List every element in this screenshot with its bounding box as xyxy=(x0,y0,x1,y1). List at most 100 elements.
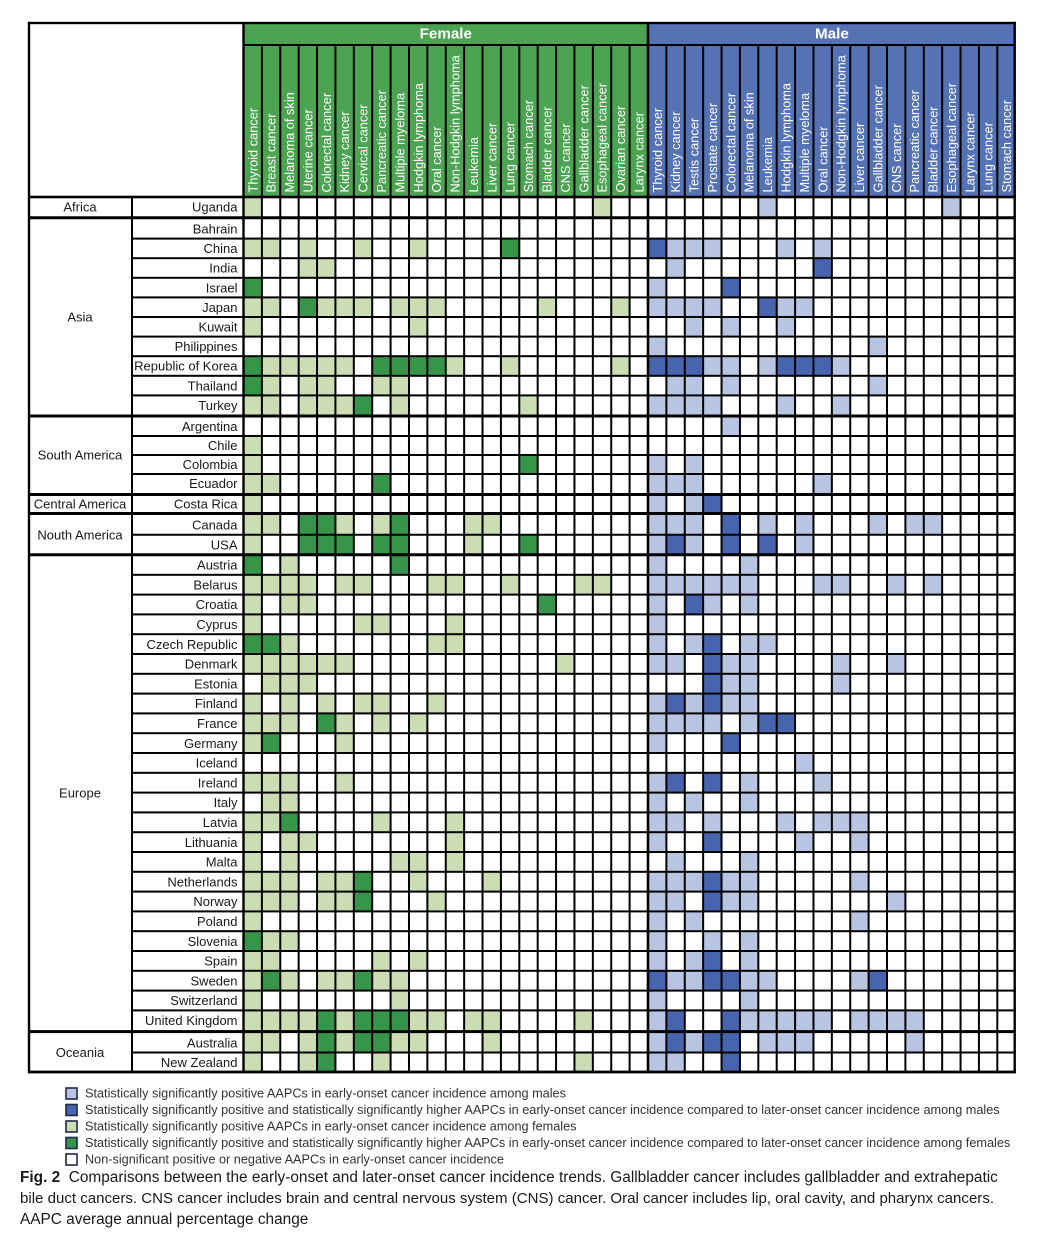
svg-text:Thyroid cancer: Thyroid cancer xyxy=(245,107,260,192)
svg-text:India: India xyxy=(209,261,238,276)
svg-text:Bladder cancer: Bladder cancer xyxy=(926,106,941,193)
svg-text:Multiple myeloma: Multiple myeloma xyxy=(797,92,812,192)
svg-text:Slovenia: Slovenia xyxy=(188,934,239,949)
svg-text:Bladder cancer: Bladder cancer xyxy=(539,106,554,193)
svg-text:Australia: Australia xyxy=(187,1035,238,1050)
svg-text:Prostate cancer: Prostate cancer xyxy=(705,102,720,192)
svg-text:bile duct cancers. CNS cancer: bile duct cancers. CNS cancer includes b… xyxy=(20,1190,994,1207)
svg-text:Europe: Europe xyxy=(59,785,101,800)
svg-text:Melanoma of skin: Melanoma of skin xyxy=(742,92,757,192)
svg-text:Poland: Poland xyxy=(197,914,237,929)
svg-text:Gallbladder cancer: Gallbladder cancer xyxy=(576,84,591,192)
svg-text:Spain: Spain xyxy=(204,954,237,969)
svg-text:Oral cancer: Oral cancer xyxy=(815,126,830,193)
svg-text:Israel: Israel xyxy=(206,280,238,295)
svg-text:Uganda: Uganda xyxy=(192,199,238,214)
svg-text:Sweden: Sweden xyxy=(191,973,238,988)
svg-text:China: China xyxy=(204,241,239,256)
svg-text:Cervical cancer: Cervical cancer xyxy=(356,104,371,193)
svg-text:Iceland: Iceland xyxy=(196,756,238,771)
svg-text:Turkey: Turkey xyxy=(198,398,238,413)
svg-text:Larynx cancer: Larynx cancer xyxy=(631,111,646,192)
svg-text:Kidney cancer: Kidney cancer xyxy=(668,111,683,193)
svg-text:Africa: Africa xyxy=(63,199,97,214)
svg-text:Melanoma of skin: Melanoma of skin xyxy=(282,92,297,192)
svg-text:Ecuador: Ecuador xyxy=(189,476,238,491)
svg-text:Bahrain: Bahrain xyxy=(193,222,238,237)
svg-text:Non-significant positive or ne: Non-significant positive or negative AAP… xyxy=(85,1153,504,1167)
svg-text:Larynx cancer: Larynx cancer xyxy=(962,111,977,192)
svg-text:Lung cancer: Lung cancer xyxy=(981,121,996,192)
svg-text:Costa Rica: Costa Rica xyxy=(174,497,238,512)
svg-text:France: France xyxy=(197,716,237,731)
svg-text:Austria: Austria xyxy=(197,558,238,573)
svg-text:Argentina: Argentina xyxy=(182,419,238,434)
svg-text:Philippines: Philippines xyxy=(175,339,238,354)
svg-text:Male: Male xyxy=(815,26,849,43)
svg-text:Italy: Italy xyxy=(214,795,238,810)
svg-text:Statistically significantly po: Statistically significantly positive and… xyxy=(85,1136,1010,1150)
svg-text:Croatia: Croatia xyxy=(196,597,239,612)
svg-text:USA: USA xyxy=(211,537,238,552)
svg-text:Fig. 2 Comparisons between th: Fig. 2 Comparisons between the early-ons… xyxy=(20,1169,998,1186)
svg-text:Liver cancer: Liver cancer xyxy=(484,122,499,192)
svg-text:Germany: Germany xyxy=(184,736,238,751)
svg-text:South America: South America xyxy=(38,448,123,463)
svg-text:Oceania: Oceania xyxy=(56,1045,105,1060)
svg-text:CNS cancer: CNS cancer xyxy=(558,123,573,193)
svg-text:Thailand: Thailand xyxy=(188,378,238,393)
svg-text:Lithuania: Lithuania xyxy=(185,835,239,850)
svg-text:Canada: Canada xyxy=(192,518,238,533)
svg-text:Breast cancer: Breast cancer xyxy=(264,113,279,193)
svg-text:Latvia: Latvia xyxy=(203,815,238,830)
svg-text:Republic of Korea: Republic of Korea xyxy=(134,359,238,374)
svg-text:Chile: Chile xyxy=(208,438,238,453)
svg-text:Esophageal cancer: Esophageal cancer xyxy=(944,82,959,192)
svg-text:Female: Female xyxy=(420,26,472,43)
svg-text:Cyprus: Cyprus xyxy=(196,617,238,632)
svg-text:Oral cancer: Oral cancer xyxy=(429,126,444,193)
svg-text:Kidney cancer: Kidney cancer xyxy=(337,111,352,193)
svg-text:Pancreatic cancer: Pancreatic cancer xyxy=(907,89,922,192)
svg-text:Switzerland: Switzerland xyxy=(170,993,237,1008)
svg-text:Belarus: Belarus xyxy=(193,577,238,592)
svg-text:Ovarian cancer: Ovarian cancer xyxy=(613,105,628,193)
svg-text:Stomach cancer: Stomach cancer xyxy=(999,99,1014,192)
svg-text:Colorectal cancer: Colorectal cancer xyxy=(723,92,738,192)
svg-text:Colombia: Colombia xyxy=(183,457,239,472)
svg-text:Japan: Japan xyxy=(202,300,237,315)
svg-text:Esophageal cancer: Esophageal cancer xyxy=(595,82,610,192)
svg-text:Kuwait: Kuwait xyxy=(198,320,237,335)
svg-text:Leukemia: Leukemia xyxy=(466,136,481,192)
svg-text:Statistically significantly po: Statistically significantly positive and… xyxy=(85,1103,1000,1117)
svg-text:Testis cancer: Testis cancer xyxy=(687,117,702,192)
svg-text:Stomach cancer: Stomach cancer xyxy=(521,99,536,192)
svg-text:Asia: Asia xyxy=(67,310,93,325)
svg-text:Statistically significantly po: Statistically significantly positive AAP… xyxy=(85,1087,566,1101)
svg-text:Multiple myeloma: Multiple myeloma xyxy=(392,92,407,192)
svg-text:Uterine cancer: Uterine cancer xyxy=(300,109,315,193)
svg-text:Ireland: Ireland xyxy=(198,775,238,790)
svg-text:Liver cancer: Liver cancer xyxy=(852,122,867,192)
svg-text:Norway: Norway xyxy=(193,894,238,909)
svg-text:Thyroid cancer: Thyroid cancer xyxy=(650,107,665,192)
svg-text:Denmark: Denmark xyxy=(185,657,238,672)
svg-text:Statistically significantly po: Statistically significantly positive AAP… xyxy=(85,1120,577,1134)
svg-text:Czech Republic: Czech Republic xyxy=(146,637,238,652)
svg-text:AAPC average annual percentage: AAPC average annual percentage change xyxy=(20,1211,308,1228)
svg-text:Hodgkin lymphoma: Hodgkin lymphoma xyxy=(411,82,426,192)
svg-text:Colorectal cancer: Colorectal cancer xyxy=(319,92,334,192)
svg-text:United Kingdom: United Kingdom xyxy=(145,1013,238,1028)
svg-text:Lung cancer: Lung cancer xyxy=(503,121,518,192)
svg-text:Malta: Malta xyxy=(206,855,239,870)
svg-text:Netherlands: Netherlands xyxy=(167,874,238,889)
svg-text:CNS cancer: CNS cancer xyxy=(889,123,904,193)
svg-text:Nouth America: Nouth America xyxy=(37,527,123,542)
svg-text:Finland: Finland xyxy=(195,696,238,711)
svg-text:Pancreatic cancer: Pancreatic cancer xyxy=(374,89,389,192)
svg-text:Estonia: Estonia xyxy=(194,676,238,691)
svg-text:Hodgkin lymphoma: Hodgkin lymphoma xyxy=(778,82,793,192)
svg-text:Leukemia: Leukemia xyxy=(760,136,775,192)
svg-text:New Zealand: New Zealand xyxy=(161,1055,238,1070)
svg-text:Non-Hodgkin lymphoma: Non-Hodgkin lymphoma xyxy=(448,54,463,192)
